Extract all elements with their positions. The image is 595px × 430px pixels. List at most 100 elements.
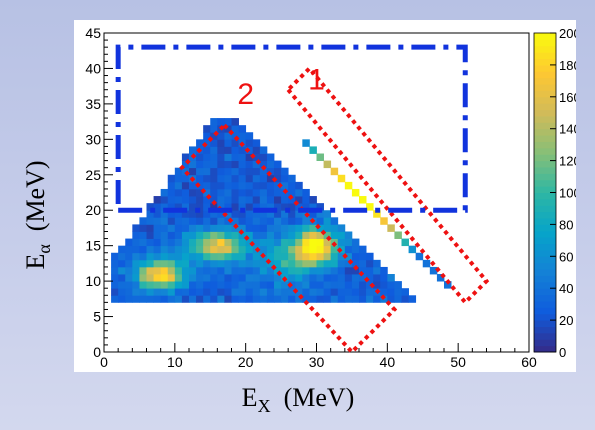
heatmap-cell — [323, 281, 332, 289]
color-scale-label: 20 — [559, 313, 573, 328]
heatmap-cell — [302, 238, 310, 247]
y-tick-label: 10 — [85, 273, 101, 289]
color-scale-step — [534, 192, 556, 200]
heatmap-cell — [259, 274, 268, 282]
heatmap-cell — [196, 188, 204, 197]
heatmap-cell — [337, 288, 346, 296]
heatmap-cell — [210, 238, 218, 247]
heatmap-cell — [231, 259, 239, 268]
heatmap-cell — [444, 281, 452, 289]
heatmap-cell — [259, 160, 268, 169]
heatmap-cell — [252, 203, 261, 211]
heatmap-cell — [288, 274, 296, 282]
heatmap-cell — [252, 252, 261, 261]
heatmap-cell — [203, 252, 211, 261]
heatmap-cell — [238, 188, 247, 197]
heatmap-cell — [203, 153, 211, 161]
heatmap-cell — [238, 125, 247, 133]
heatmap-cell — [252, 281, 261, 289]
heatmap-cell — [181, 217, 190, 225]
heatmap-cell — [203, 281, 211, 289]
heatmap-cell — [330, 252, 339, 261]
heatmap-cell — [351, 266, 360, 275]
color-scale-step — [534, 77, 556, 85]
heatmap-cell — [132, 288, 140, 296]
heatmap-cell — [167, 224, 176, 232]
heatmap-cell — [344, 245, 353, 254]
heatmap-cell — [238, 217, 247, 225]
heatmap-cell — [174, 217, 183, 225]
heatmap-cell — [160, 238, 169, 247]
heatmap-cell — [344, 274, 353, 282]
heatmap-cell — [274, 167, 282, 176]
color-scale-step — [534, 288, 556, 296]
color-scale-step — [534, 173, 556, 181]
heatmap-cell — [203, 224, 211, 232]
heatmap-cell — [160, 288, 169, 296]
heatmap-cell — [217, 210, 225, 218]
blue-selection-box — [115, 44, 468, 213]
heatmap-cell — [210, 139, 218, 147]
heatmap-cell — [288, 203, 296, 211]
heatmap-cell — [259, 238, 268, 247]
heatmap-cell — [394, 281, 402, 289]
heatmap-cell — [387, 288, 395, 296]
heatmap-cell — [118, 259, 126, 268]
heatmap-cell — [316, 231, 324, 239]
heatmap-cell — [323, 160, 332, 169]
color-scale-step — [534, 90, 556, 98]
color-scale-step — [534, 84, 556, 91]
heatmap-cell — [245, 188, 254, 197]
heatmap-cell — [316, 274, 324, 282]
heatmap-cell — [125, 295, 133, 303]
heatmap-cell — [238, 288, 247, 296]
heatmap-cell — [224, 295, 232, 303]
heatmap-cell — [295, 288, 303, 296]
heatmap-cell — [359, 295, 367, 303]
y-axis-title: Eα (MeV) — [20, 160, 55, 270]
heatmap-cell — [181, 153, 190, 161]
heatmap-cell — [174, 210, 183, 218]
heatmap-cell — [316, 295, 324, 303]
heatmap-cell — [359, 196, 367, 204]
heatmap-cell — [274, 259, 282, 268]
heatmap-cell — [295, 252, 303, 261]
heatmap-cell — [344, 281, 353, 289]
heatmap-cell — [330, 259, 339, 268]
heatmap-cell — [181, 167, 190, 176]
heatmap-cell — [196, 174, 204, 183]
heatmap-cell — [309, 274, 317, 282]
heatmap-cell — [238, 238, 247, 247]
heatmap-cell — [189, 160, 197, 169]
heatmap-cell — [210, 125, 218, 133]
heatmap-cell — [245, 266, 254, 275]
heatmap-cell — [125, 274, 133, 282]
heatmap-cell — [351, 274, 360, 282]
heatmap-cell — [309, 238, 317, 247]
heatmap-cell — [266, 274, 275, 282]
heatmap-cell — [189, 167, 197, 176]
color-scale-label: 80 — [559, 217, 573, 232]
heatmap-cell — [217, 217, 225, 225]
heatmap-cell — [210, 266, 218, 275]
heatmap-cell — [125, 288, 133, 296]
heatmap-cell — [231, 252, 239, 261]
heatmap-cell — [281, 295, 289, 303]
color-scale-step — [534, 205, 556, 213]
heatmap-cell — [210, 274, 218, 282]
heatmap-cell — [252, 167, 261, 176]
heatmap-cell — [132, 238, 140, 247]
heatmap-cell — [196, 203, 204, 211]
heatmap-cell — [422, 259, 431, 268]
heatmap-cell — [337, 281, 346, 289]
heatmap-cell — [153, 274, 162, 282]
color-scale-step — [534, 211, 556, 219]
heatmap-cell — [281, 196, 289, 204]
color-scale-step — [534, 71, 556, 79]
heatmap-cell — [309, 252, 317, 261]
color-scale-step — [534, 103, 556, 111]
color-scale-label: 0 — [559, 345, 566, 360]
heatmap-cell — [323, 266, 332, 275]
heatmap-cell — [302, 288, 310, 296]
heatmap-cell — [181, 231, 190, 239]
